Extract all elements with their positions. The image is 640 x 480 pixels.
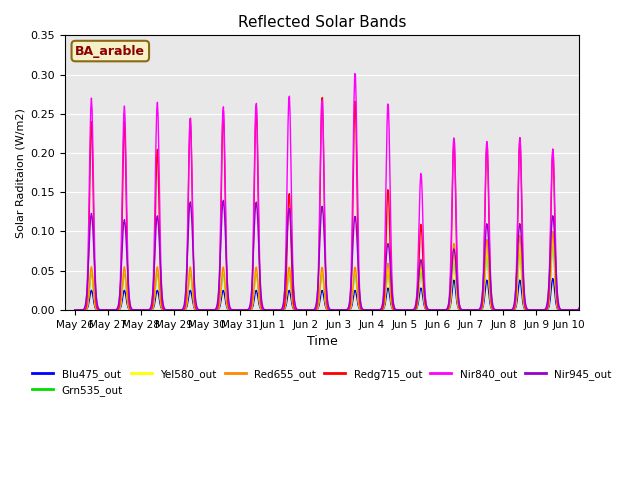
X-axis label: Time: Time [307, 335, 337, 348]
Y-axis label: Solar Raditaion (W/m2): Solar Raditaion (W/m2) [15, 108, 25, 238]
Text: BA_arable: BA_arable [76, 45, 145, 58]
Legend: Blu475_out, Grn535_out, Yel580_out, Red655_out, Redg715_out, Nir840_out, Nir945_: Blu475_out, Grn535_out, Yel580_out, Red6… [28, 364, 616, 400]
Title: Reflected Solar Bands: Reflected Solar Bands [238, 15, 406, 30]
